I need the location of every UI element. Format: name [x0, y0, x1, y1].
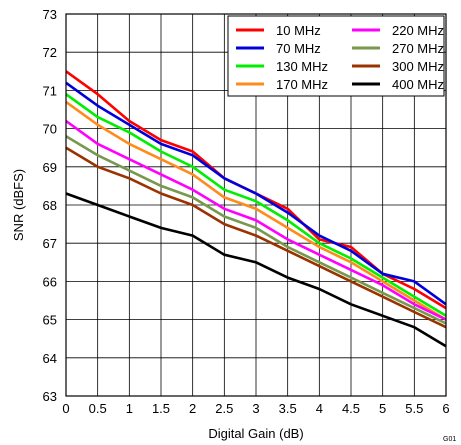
legend-label: 220 MHz — [392, 23, 444, 38]
plot-frame — [65, 13, 447, 397]
y-tick-label: 73 — [43, 7, 57, 22]
y-tick-label: 68 — [43, 198, 57, 213]
series-lines — [65, 70, 447, 348]
y-tick-label: 64 — [43, 351, 57, 366]
y-axis-label: SNR (dBFS) — [11, 169, 26, 241]
y-tick-label: 67 — [43, 236, 57, 251]
y-tick-label: 70 — [43, 122, 57, 137]
x-tick-label: 6 — [442, 401, 449, 416]
x-tick-label: 2 — [189, 401, 196, 416]
x-tick-label: 4 — [316, 401, 323, 416]
x-tick-label: 5.5 — [405, 401, 423, 416]
y-tick-label: 71 — [43, 83, 57, 98]
x-tick-label: 3.5 — [279, 401, 297, 416]
legend-label: 300 MHz — [392, 59, 444, 74]
x-tick-label: 4.5 — [342, 401, 360, 416]
series-line-170-mhz — [65, 100, 447, 321]
y-tick-label: 69 — [43, 160, 57, 175]
y-tick-label: 63 — [43, 389, 57, 404]
x-tick-label: 3 — [252, 401, 259, 416]
y-tick-label: 65 — [43, 313, 57, 328]
legend-label: 170 MHz — [276, 77, 328, 92]
x-tick-label: 0 — [62, 401, 69, 416]
legend-label: 10 MHz — [276, 23, 321, 38]
y-tick-label: 66 — [43, 274, 57, 289]
series-line-300-mhz — [65, 146, 447, 329]
x-tick-label: 1.5 — [152, 401, 170, 416]
x-tick-label: 0.5 — [89, 401, 107, 416]
legend-label: 400 MHz — [392, 77, 444, 92]
x-tick-label: 1 — [126, 401, 133, 416]
series-line-270-mhz — [65, 135, 447, 325]
series-line-130-mhz — [65, 93, 447, 317]
series-line-220-mhz — [65, 119, 447, 321]
legend-label: 130 MHz — [276, 59, 328, 74]
legend-label: 270 MHz — [392, 41, 444, 56]
legend-label: 70 MHz — [276, 41, 321, 56]
y-tick-label: 72 — [43, 45, 57, 60]
figure-code: G01 — [443, 436, 456, 443]
legend: 10 MHz 70 MHz 130 MHz 170 MHz 220 MHz 270 MHz… — [227, 15, 445, 97]
series-line-400-mhz — [65, 192, 447, 348]
x-tick-label: 2.5 — [215, 401, 233, 416]
axis-ticks: 0 0.5 1 1.5 2 2.5 3 3.5 4 4.5 5 5.5 6 63 64 65 66 67 68 69 7… — [43, 7, 450, 416]
x-axis-label: Digital Gain (dB) — [208, 426, 303, 441]
x-tick-label: 5 — [379, 401, 386, 416]
series-line-70-mhz — [65, 81, 447, 306]
